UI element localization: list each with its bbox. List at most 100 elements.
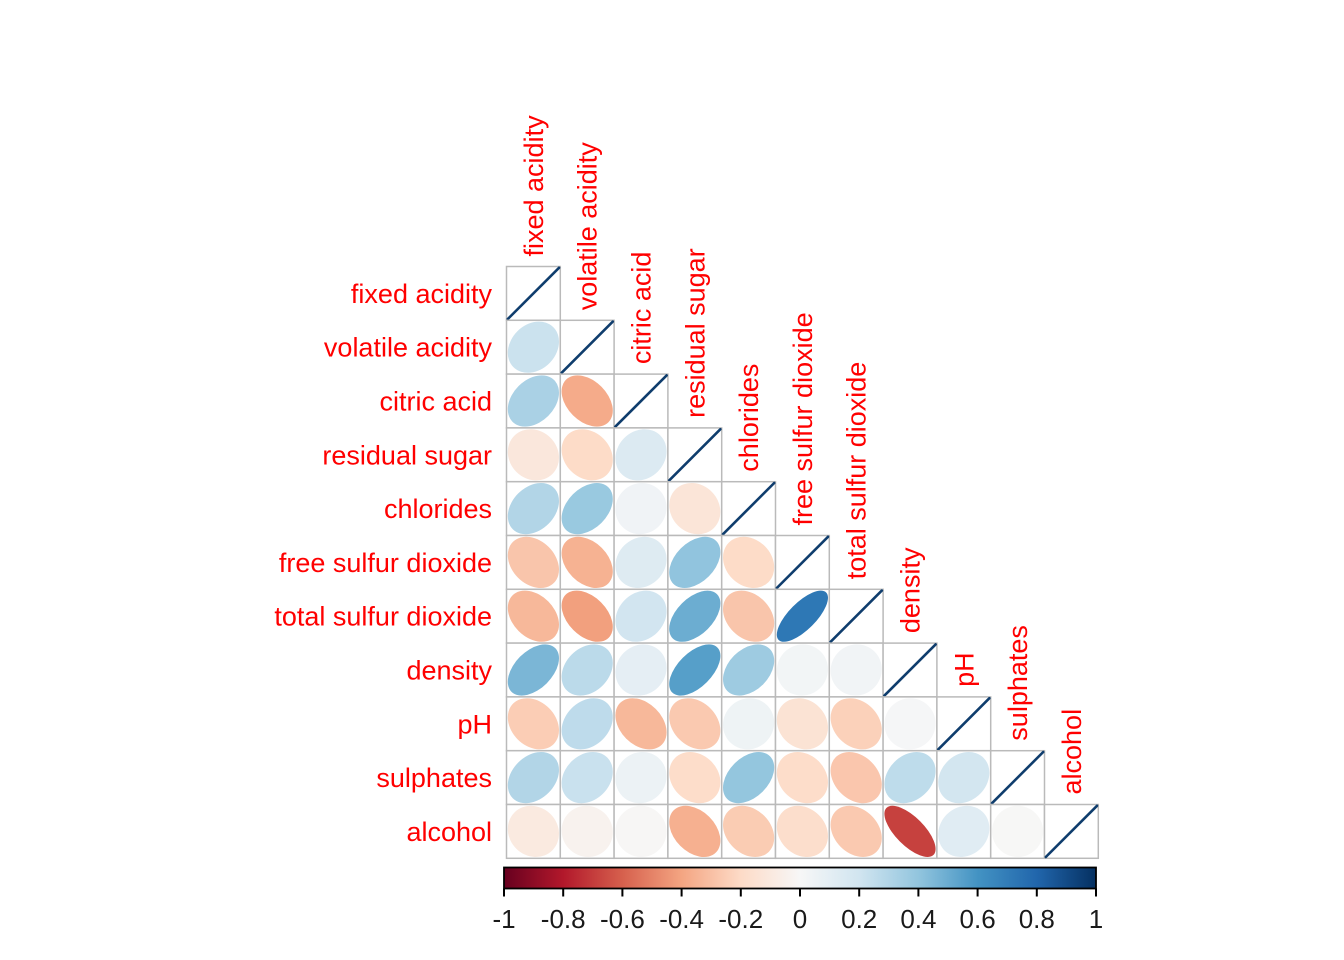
colorbar-tick-label--0.2: -0.2	[718, 904, 763, 934]
corr-ellipse-density-citric-acid	[615, 644, 667, 696]
corr-ellipse-sulphates-volatile-acidity	[561, 752, 613, 804]
corr-ellipse-pH-total-sulfur-dioxide	[830, 698, 882, 750]
colorbar-tick-label-0.4: 0.4	[900, 904, 936, 934]
row-label-citric-acid: citric acid	[379, 387, 492, 417]
row-label-pH: pH	[457, 709, 492, 739]
corr-ellipse-alcohol-pH	[938, 805, 990, 858]
col-label-free-sulfur-dioxide: free sulfur dioxide	[788, 312, 818, 525]
diagonal-line-volatile-acidity	[560, 320, 615, 375]
row-label-alcohol: alcohol	[406, 817, 492, 847]
corr-ellipse-pH-volatile-acidity	[561, 698, 613, 750]
row-label-volatile-acidity: volatile acidity	[324, 333, 493, 363]
corr-ellipse-free-sulfur-dioxide-citric-acid	[615, 536, 667, 589]
corr-ellipse-alcohol-volatile-acidity	[561, 805, 613, 858]
corr-ellipse-sulphates-density	[884, 752, 936, 804]
diagonal-line-total-sulfur-dioxide	[829, 589, 884, 644]
corr-ellipse-sulphates-chlorides	[722, 751, 775, 804]
col-label-pH: pH	[949, 652, 979, 687]
corr-ellipse-sulphates-free-sulfur-dioxide	[776, 751, 829, 804]
corr-ellipse-density-fixed-acidity	[507, 644, 560, 696]
corr-ellipse-chlorides-residual-sugar	[669, 482, 721, 535]
corr-ellipse-sulphates-total-sulfur-dioxide	[830, 752, 882, 804]
corr-ellipse-pH-density	[884, 698, 936, 750]
colorbar-tick-label-1: 1	[1089, 904, 1103, 934]
col-label-volatile-acidity: volatile acidity	[573, 142, 603, 311]
corr-ellipse-chlorides-citric-acid	[615, 483, 667, 535]
corr-ellipse-alcohol-density	[884, 805, 936, 858]
corr-ellipse-pH-chlorides	[722, 698, 775, 750]
colorbar-tick-label-0.8: 0.8	[1019, 904, 1055, 934]
corr-ellipse-total-sulfur-dioxide-free-sulfur-dioxide	[776, 590, 829, 642]
col-label-fixed-acidity: fixed acidity	[519, 115, 549, 257]
corr-ellipse-volatile-acidity-fixed-acidity	[507, 321, 560, 373]
corr-ellipse-pH-free-sulfur-dioxide	[776, 698, 829, 750]
corr-ellipse-sulphates-citric-acid	[615, 751, 667, 804]
row-label-density: density	[406, 656, 492, 686]
corr-ellipse-alcohol-total-sulfur-dioxide	[830, 805, 882, 858]
corr-ellipse-pH-residual-sugar	[669, 698, 721, 750]
corr-ellipse-alcohol-chlorides	[722, 805, 775, 857]
corr-ellipse-pH-citric-acid	[615, 698, 667, 750]
row-label-total-sulfur-dioxide: total sulfur dioxide	[274, 602, 492, 632]
col-label-alcohol: alcohol	[1057, 709, 1087, 795]
colorbar-tick-label-0: 0	[793, 904, 807, 934]
corr-ellipse-citric-acid-fixed-acidity	[507, 375, 560, 427]
diagonal-line-sulphates	[990, 750, 1045, 805]
corr-ellipse-residual-sugar-fixed-acidity	[507, 429, 560, 481]
corr-ellipse-total-sulfur-dioxide-residual-sugar	[669, 590, 721, 642]
corr-ellipse-free-sulfur-dioxide-chlorides	[722, 536, 775, 588]
corr-ellipse-density-residual-sugar	[669, 644, 721, 696]
corr-ellipse-alcohol-fixed-acidity	[507, 805, 560, 858]
corr-ellipse-free-sulfur-dioxide-residual-sugar	[669, 536, 721, 589]
colorbar-tick-label--0.8: -0.8	[541, 904, 586, 934]
corr-ellipse-alcohol-citric-acid	[615, 805, 667, 858]
corr-ellipse-chlorides-fixed-acidity	[507, 483, 560, 535]
corr-ellipse-pH-fixed-acidity	[507, 698, 560, 750]
corr-ellipse-alcohol-sulphates	[991, 805, 1044, 858]
corr-ellipse-density-total-sulfur-dioxide	[830, 644, 882, 696]
corr-ellipse-alcohol-residual-sugar	[669, 805, 721, 858]
corr-ellipse-density-free-sulfur-dioxide	[776, 644, 829, 696]
row-label-sulphates: sulphates	[376, 763, 492, 793]
diagonal-line-pH	[936, 696, 991, 751]
colorbar-tick-label-0.2: 0.2	[841, 904, 877, 934]
row-label-fixed-acidity: fixed acidity	[351, 279, 493, 309]
colorbar-tick-label-0.6: 0.6	[960, 904, 996, 934]
corr-ellipse-sulphates-residual-sugar	[669, 751, 721, 804]
diagonal-line-density	[883, 643, 937, 697]
col-label-total-sulfur-dioxide: total sulfur dioxide	[842, 362, 872, 580]
corr-ellipse-residual-sugar-volatile-acidity	[561, 429, 613, 481]
corr-ellipse-sulphates-fixed-acidity	[507, 751, 560, 804]
diagonal-line-alcohol	[1044, 804, 1099, 859]
diagonal-line-citric-acid	[614, 374, 668, 428]
corr-ellipse-density-chlorides	[722, 644, 775, 696]
corr-ellipse-residual-sugar-citric-acid	[615, 429, 667, 481]
row-label-residual-sugar: residual sugar	[322, 440, 492, 470]
row-label-chlorides: chlorides	[384, 494, 492, 524]
colorbar-tick-label--0.6: -0.6	[600, 904, 645, 934]
colorbar-tick-label--0.4: -0.4	[659, 904, 704, 934]
col-label-citric-acid: citric acid	[627, 252, 657, 365]
diagonal-line-free-sulfur-dioxide	[775, 535, 830, 590]
diagonal-line-chlorides	[721, 481, 776, 536]
corr-ellipse-alcohol-free-sulfur-dioxide	[776, 805, 829, 858]
corr-ellipse-sulphates-pH	[938, 751, 990, 804]
colorbar	[503, 866, 1097, 890]
col-label-residual-sugar: residual sugar	[680, 248, 710, 418]
corr-ellipse-total-sulfur-dioxide-fixed-acidity	[507, 590, 560, 642]
corr-ellipse-citric-acid-volatile-acidity	[561, 375, 613, 427]
corr-ellipse-free-sulfur-dioxide-fixed-acidity	[507, 536, 560, 589]
corr-ellipse-density-volatile-acidity	[561, 644, 613, 696]
corr-ellipse-free-sulfur-dioxide-volatile-acidity	[561, 536, 613, 589]
corr-ellipse-chlorides-volatile-acidity	[561, 482, 613, 535]
diagonal-line-fixed-acidity	[506, 266, 561, 321]
row-label-free-sulfur-dioxide: free sulfur dioxide	[279, 548, 492, 578]
col-label-sulphates: sulphates	[1003, 625, 1033, 741]
col-label-density: density	[896, 547, 926, 633]
diagonal-line-residual-sugar	[667, 427, 722, 482]
corr-ellipse-total-sulfur-dioxide-chlorides	[723, 590, 775, 642]
corr-ellipse-total-sulfur-dioxide-volatile-acidity	[561, 590, 613, 642]
col-label-chlorides: chlorides	[734, 364, 764, 472]
